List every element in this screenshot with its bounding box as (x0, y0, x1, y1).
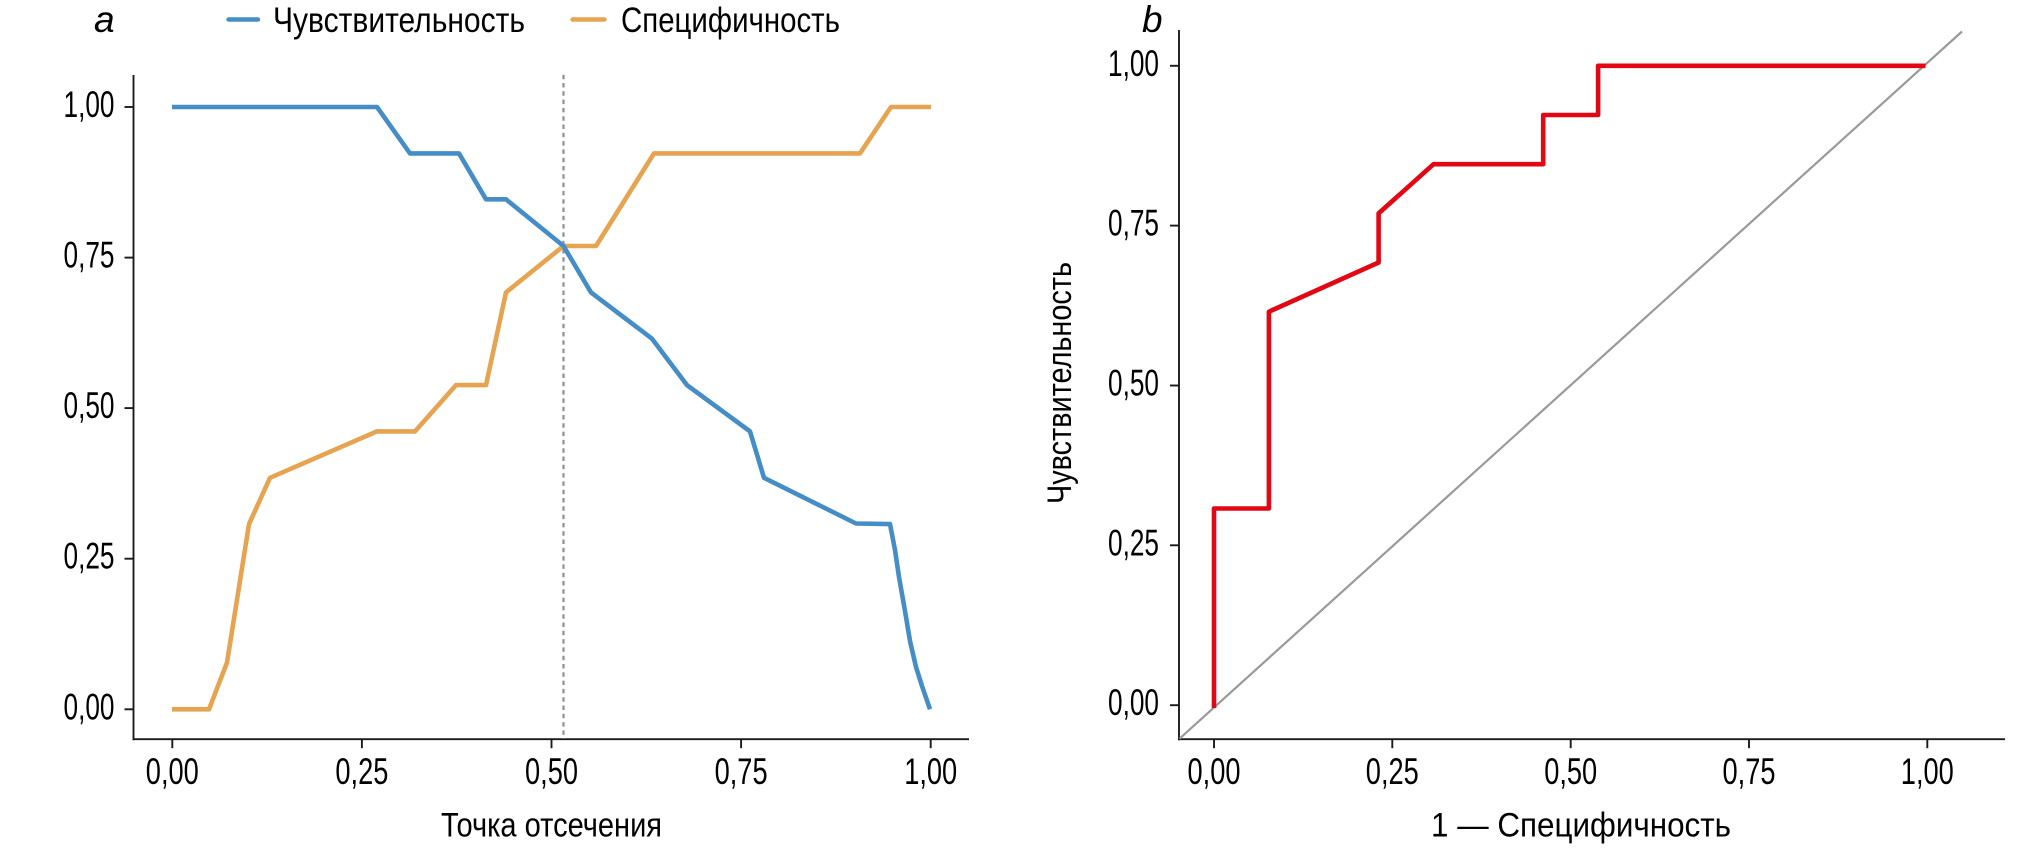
svg-text:1,00: 1,00 (1108, 43, 1159, 84)
svg-text:0,50: 0,50 (525, 751, 578, 792)
svg-text:0,50: 0,50 (1544, 751, 1597, 792)
svg-text:0,00: 0,00 (1188, 751, 1241, 792)
svg-text:b: b (1142, 0, 1163, 40)
svg-text:1,00: 1,00 (1901, 751, 1954, 792)
svg-text:1 — Специфичность: 1 — Специфичность (1431, 807, 1731, 845)
svg-text:0,75: 0,75 (1723, 751, 1776, 792)
svg-text:0,75: 0,75 (715, 751, 768, 792)
svg-text:0,50: 0,50 (64, 385, 115, 426)
svg-text:0,00: 0,00 (146, 751, 199, 792)
svg-text:0,75: 0,75 (1108, 203, 1159, 244)
svg-text:0,75: 0,75 (64, 235, 115, 276)
svg-text:0,25: 0,25 (64, 536, 115, 577)
svg-text:0,50: 0,50 (1108, 363, 1159, 404)
svg-text:0,00: 0,00 (64, 686, 115, 727)
svg-text:Специфичность: Специфичность (621, 1, 840, 40)
svg-text:Точка отсечения: Точка отсечения (441, 807, 662, 845)
svg-text:0,25: 0,25 (1108, 522, 1159, 563)
svg-text:0,25: 0,25 (1366, 751, 1419, 792)
svg-text:1,00: 1,00 (64, 84, 115, 125)
svg-text:Чувствительность: Чувствительность (1041, 262, 1079, 504)
svg-text:a: a (94, 0, 115, 40)
svg-text:0,00: 0,00 (1108, 682, 1159, 723)
svg-text:1,00: 1,00 (904, 751, 957, 792)
svg-text:0,25: 0,25 (335, 751, 388, 792)
svg-text:Чувствительность: Чувствительность (273, 1, 525, 40)
